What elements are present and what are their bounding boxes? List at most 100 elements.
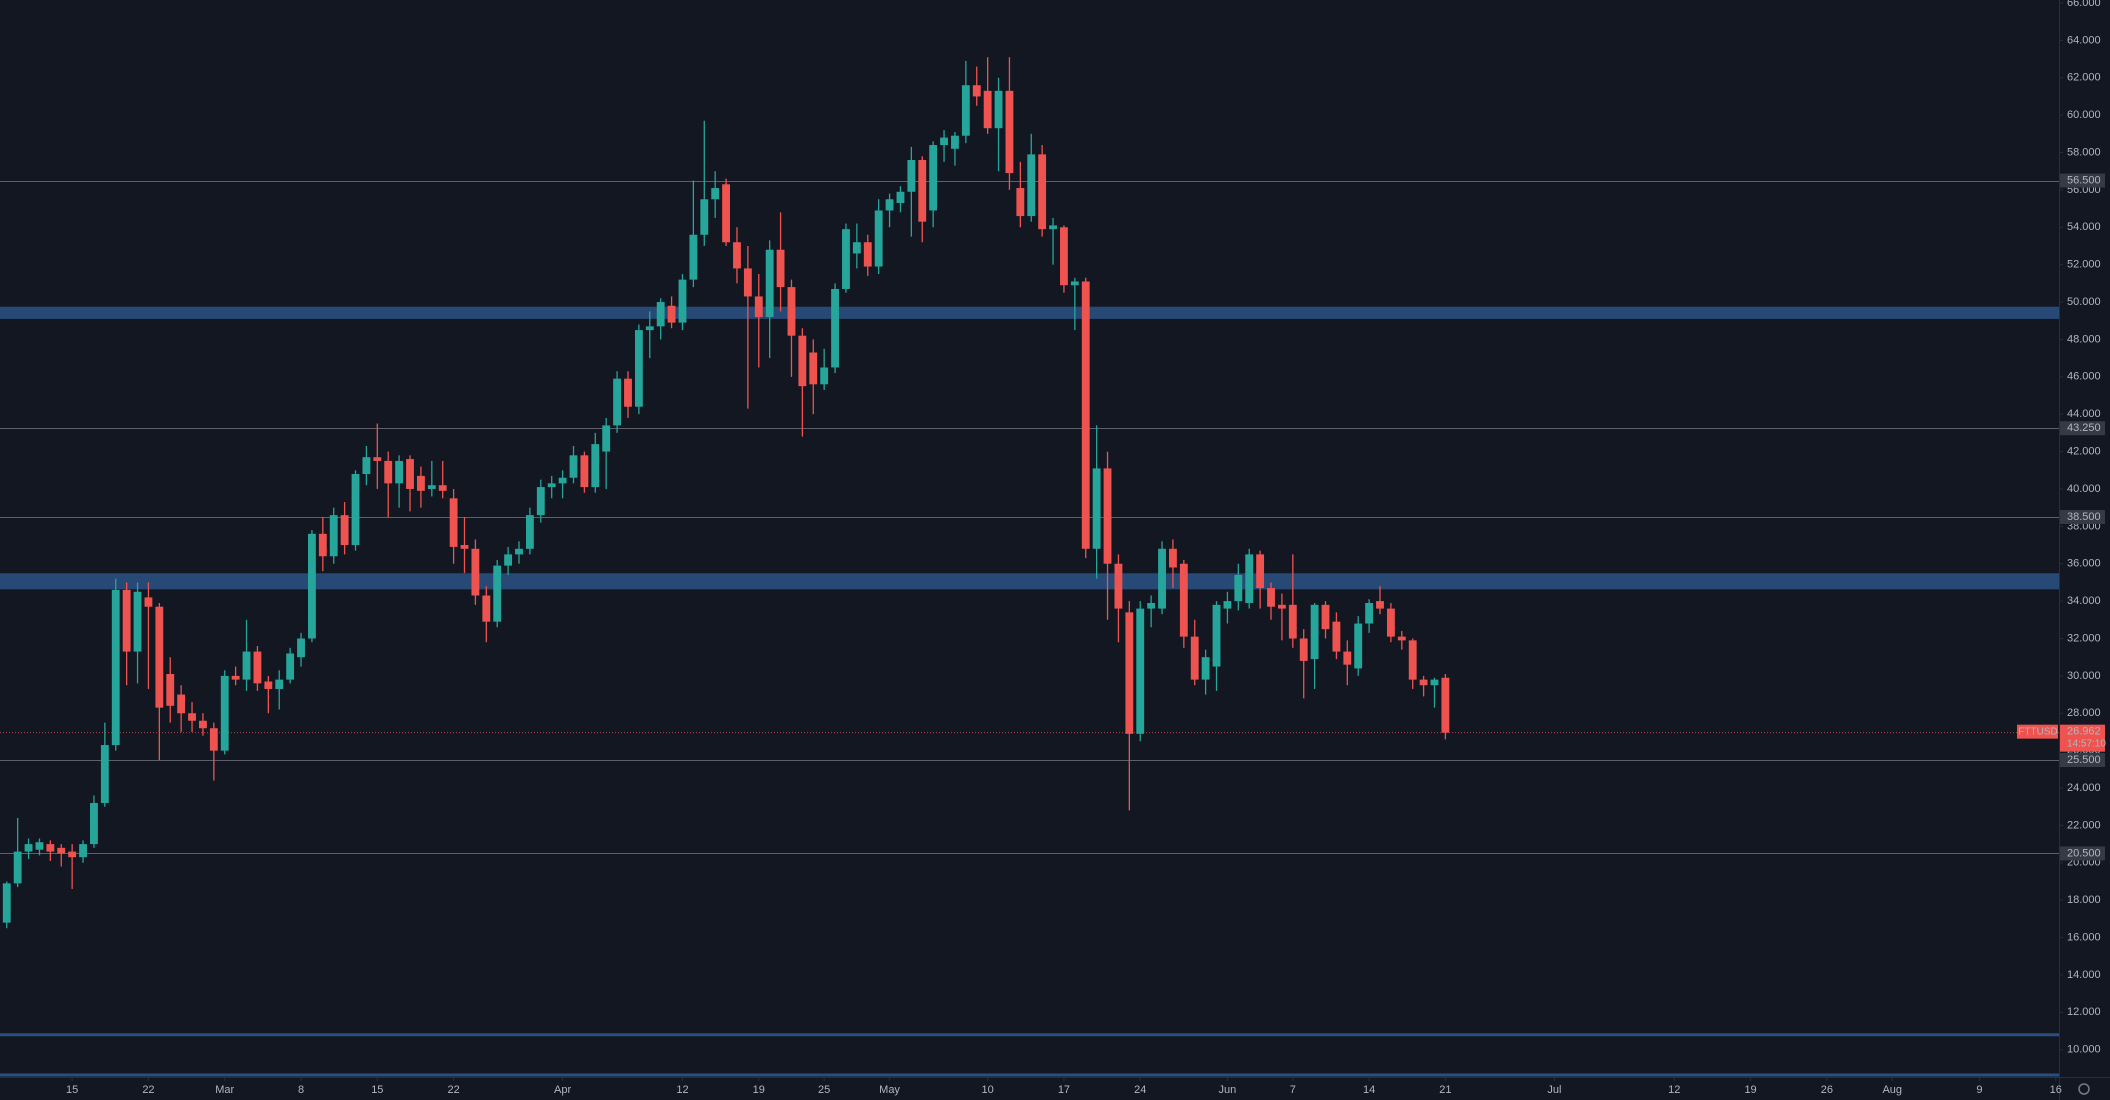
y-tick-label: 10.000 [2067, 1044, 2101, 1056]
candle-body [1049, 225, 1057, 230]
x-tick-label: 25 [818, 1084, 830, 1096]
level-label-box [2060, 752, 2105, 767]
gear[interactable] [2078, 1083, 2090, 1095]
candle-body [1081, 281, 1090, 549]
candle-body [209, 728, 218, 751]
candle-body [1147, 602, 1156, 609]
candle-body [253, 651, 262, 684]
candle-body [525, 515, 534, 549]
level-label-box [2060, 173, 2105, 188]
candle-body [460, 545, 469, 549]
level-label: 43.250 [2067, 422, 2101, 434]
x-tick-label: 7 [1290, 1084, 1296, 1096]
last-price-box [2060, 724, 2105, 752]
level-label-box [2060, 510, 2105, 525]
symbol-label: FTTUSD [2018, 726, 2057, 737]
candle-body [1169, 548, 1177, 568]
candle-body [177, 694, 186, 714]
candle-body [624, 378, 632, 407]
candle-body [2, 883, 11, 923]
candle-body [384, 460, 393, 484]
candle-body [831, 288, 839, 368]
candle-body [1441, 677, 1450, 733]
y-tick-label: 34.000 [2067, 595, 2101, 607]
candle-body [318, 533, 327, 557]
candle-body [1038, 154, 1047, 230]
candle-body [482, 595, 491, 622]
candle-body [275, 679, 284, 689]
y-tick-label: 44.000 [2067, 408, 2101, 420]
candle-body [536, 487, 545, 516]
x-tick-label: Jul [1547, 1084, 1561, 1096]
y-tick-label: 60.000 [2067, 109, 2101, 121]
candle-body [1430, 679, 1439, 686]
candle-body [1386, 608, 1395, 637]
candle-body [1027, 154, 1036, 217]
candle-body [373, 457, 382, 461]
candle-body [79, 844, 87, 858]
y-tick-label: 18.000 [2067, 894, 2101, 906]
candle-body [1299, 638, 1308, 661]
candle-body [1365, 602, 1374, 624]
y-tick-label: 64.000 [2067, 34, 2101, 46]
x-tick-label: 9 [1976, 1084, 1982, 1096]
candle-body [1060, 227, 1068, 286]
candle-body [634, 330, 643, 407]
x-tick-label: 17 [1058, 1084, 1070, 1096]
y-tick-label: 22.000 [2067, 819, 2101, 831]
level-label: 25.500 [2067, 754, 2101, 766]
candle-body [667, 305, 676, 323]
candle-body [340, 515, 349, 546]
y-tick-label: 12.000 [2067, 1006, 2101, 1018]
candle-body [1212, 604, 1221, 667]
candle-body [896, 191, 905, 203]
candle-body [754, 296, 763, 318]
candle-body [1158, 548, 1166, 609]
candle-body [155, 606, 164, 708]
candle-body [13, 851, 22, 884]
settings-icon[interactable] [2078, 1083, 2090, 1095]
candle-body [733, 242, 741, 269]
candle-body [362, 457, 371, 475]
y-tick-label: 66.000 [2067, 0, 2101, 9]
candle-body [1256, 554, 1265, 589]
x-tick-label: 12 [1668, 1084, 1680, 1096]
candle-body [471, 548, 480, 596]
candle-body [57, 847, 66, 854]
candle-body [1376, 601, 1384, 609]
candle-body [994, 90, 1003, 129]
zone [0, 306, 2059, 319]
y-tick-label: 32.000 [2067, 632, 2101, 644]
y-tick-label: 46.000 [2067, 371, 2101, 383]
candle-body [951, 135, 959, 149]
x-tick-label: 24 [1134, 1084, 1146, 1096]
candle-body [1354, 623, 1363, 669]
candle-body [547, 483, 556, 488]
candle-body [242, 651, 251, 680]
candle-body [1223, 601, 1232, 609]
y-tick-label: 14.000 [2067, 969, 2101, 981]
candle-body [1190, 636, 1199, 680]
candle-body [809, 352, 818, 385]
candle-body [297, 638, 305, 658]
candle-body [220, 675, 229, 751]
candle-body [1277, 604, 1286, 609]
candle-body [515, 548, 523, 555]
candle-body [776, 249, 785, 288]
y-tick-label: 30.000 [2067, 670, 2101, 682]
candle-body [1179, 563, 1188, 637]
level-label: 38.500 [2067, 511, 2101, 523]
y-tick-label: 50.000 [2067, 296, 2101, 308]
candle-body [46, 844, 55, 852]
candle-body [307, 533, 316, 639]
level-label-box [2060, 846, 2105, 861]
candle-body [416, 475, 425, 491]
x-tick-label: 8 [298, 1084, 304, 1096]
candle-body [351, 474, 360, 546]
candle-body [1234, 574, 1243, 602]
x-tick-label: Apr [554, 1084, 571, 1096]
candle-body [885, 199, 894, 211]
